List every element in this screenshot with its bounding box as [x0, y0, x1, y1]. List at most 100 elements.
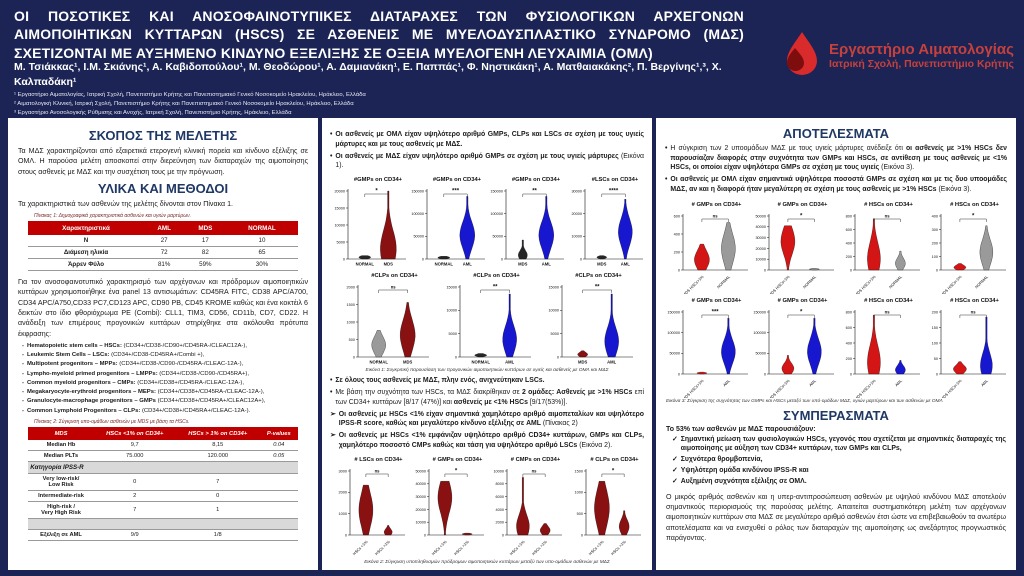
svg-text:ns: ns: [713, 214, 719, 219]
svg-text:40000: 40000: [415, 482, 426, 486]
table-cell: 65: [226, 246, 298, 260]
svg-text:400: 400: [846, 241, 852, 245]
svg-text:AML: AML: [463, 262, 473, 267]
svg-text:1000: 1000: [339, 512, 347, 516]
svg-text:0: 0: [345, 533, 347, 537]
svg-text:# HSCs on CD34+: # HSCs on CD34+: [950, 202, 999, 208]
table-cell: [259, 529, 298, 542]
section-title-methods: ΥΛΙΚΑ ΚΑΙ ΜΕΘΟΔΟΙ: [97, 180, 229, 196]
bullet-item: • Με βάση την συχνότητα των HSCs, τα ΜΔΣ …: [330, 388, 644, 407]
svg-text:30000: 30000: [755, 236, 766, 240]
svg-text:800: 800: [846, 310, 852, 314]
svg-text:0: 0: [422, 257, 424, 261]
bullet-item: ✓ Αυξημένη συχνότητα εξέλιξης σε ΟΜΛ.: [672, 477, 1006, 487]
section-title-purpose: ΣΚΟΠΟΣ ΤΗΣ ΜΕΛΕΤΗΣ: [88, 128, 238, 143]
svg-text:50000: 50000: [755, 352, 766, 356]
svg-text:400: 400: [932, 214, 938, 218]
svg-text:AML: AML: [542, 262, 552, 267]
table-cell: Median Hb: [28, 439, 94, 452]
svg-text:**: **: [493, 285, 498, 291]
figure3-row1: # GMPs on CD34+ 0 200 400 600 MDS HSCs>1% NORM…: [664, 198, 1008, 294]
svg-text:0: 0: [455, 355, 457, 359]
violin-shape: [516, 476, 530, 535]
svg-text:0: 0: [424, 533, 426, 537]
violin-shape: [979, 225, 993, 271]
bullet-marker: -: [22, 407, 24, 414]
figure1-row2: #CLPs on CD34+ 0 500 1000 1500 2000 NORMAL MDS n…: [329, 269, 645, 367]
violin-chart: # CLPs on CD34+ 0 500 1000 1500 HSCs <1% HSCs …: [574, 457, 641, 556]
svg-text:NORMAL: NORMAL: [888, 274, 904, 290]
svg-text:HSCs >1%: HSCs >1%: [453, 538, 470, 555]
svg-text:HSCs >1%: HSCs >1%: [609, 538, 626, 555]
svg-text:MDS HSCs<1%: MDS HSCs<1%: [767, 274, 791, 294]
svg-text:0: 0: [580, 533, 582, 537]
svg-text:*: *: [972, 214, 975, 220]
violin-shape: [474, 353, 487, 358]
svg-text:600: 600: [846, 326, 852, 330]
bullet-item: - Common Lymphoid Progenitors – CLPs: (CD…: [22, 408, 309, 416]
svg-text:MDS: MDS: [384, 262, 394, 267]
svg-text:10000: 10000: [415, 520, 426, 524]
violin-chart: #CLPs on CD34+ 0 5000 10000 15000 MDS AML **: [548, 273, 633, 365]
data-table: MDS HSCs <1% on CD34+ HSCs > 1% on CD34+ P-…: [27, 427, 299, 542]
svg-text:400: 400: [846, 341, 852, 345]
table-cell: 10: [226, 234, 298, 248]
table-cell: 0: [175, 490, 260, 503]
violin-shape: [895, 250, 906, 271]
svg-text:# GMPs on CD34+: # GMPs on CD34+: [778, 298, 828, 304]
violin-shape: [980, 316, 993, 375]
violin-shape: [781, 355, 795, 375]
svg-text:0: 0: [936, 268, 938, 272]
svg-text:500: 500: [349, 338, 355, 342]
violin-chart: # HSCs on CD34+ 0 50 100 150 200 MDS HSCs<1% AM…: [932, 298, 1006, 398]
affiliation-2: ² Αιματολογική Κλινική, Ιατρική Σχολή, Π…: [14, 101, 354, 108]
bullet-marker: •: [330, 377, 333, 385]
svg-text:150: 150: [932, 326, 938, 330]
table-header-cell: AML: [143, 221, 186, 236]
svg-text:50: 50: [934, 357, 938, 361]
violin-chart: #GMPs on CD34+ 0 5000 10000 15000 20000 NORMAL…: [334, 177, 406, 267]
logo-line1: Εργαστήριο Αιματολογίας: [829, 40, 1014, 58]
bullet-text: Common Lymphoid Progenitors – CLPs: (CD3…: [26, 407, 251, 414]
bullet-text: Οι ασθενείς με HSCs <1% εμφάνιζαν υψηλότ…: [338, 432, 644, 449]
svg-text:8000: 8000: [496, 482, 504, 486]
table-demographics: Χαρακτηριστικά AML MDS NORMAL N 27 17 10 Διάμεση…: [16, 221, 310, 272]
bullet-text: Megakaryocyte-erythroid progenitors – ME…: [26, 389, 265, 396]
svg-text:20000: 20000: [571, 212, 582, 216]
table-row: Εξέλιξη σε AML 9/9 1/8: [28, 529, 298, 542]
affiliation-1: ¹ Εργαστήριο Αιματολογίας, Ιατρική Σχολή…: [14, 92, 366, 98]
section-title-conclusions: ΣΥΜΠΕΡΑΣΜΑΤΑ: [783, 408, 889, 424]
table-cell: Very low-risk/ Low Risk: [28, 473, 94, 492]
violin-shape: [953, 263, 967, 271]
violin-shape: [618, 199, 633, 260]
svg-text:600: 600: [674, 214, 680, 218]
svg-text:#GMPs on CD34+: #GMPs on CD34+: [512, 177, 561, 183]
svg-text:0: 0: [343, 257, 345, 261]
svg-text:HSCs <1%: HSCs <1%: [509, 538, 526, 555]
svg-text:1000: 1000: [574, 490, 582, 494]
bullet-item: - Hematopoietic stem cells – HSCs: (CD34+…: [22, 343, 309, 351]
bullet-item: - Multipotent progenitors – MPPs: (CD34+/…: [22, 361, 309, 369]
violin-chart: #CLPs on CD34+ 0 5000 10000 15000 NORMAL AML **: [446, 273, 531, 365]
bullet-text: Υψηλότερη ομάδα κινδύνου IPSS-R και: [680, 467, 809, 475]
table-cell: 72: [143, 246, 185, 260]
svg-text:15000: 15000: [548, 285, 559, 289]
table-cell: 9/9: [93, 529, 176, 542]
table-cell: 59%: [184, 258, 227, 272]
bullet-item: - Granulocyte-macrophage progenitors – GM…: [22, 398, 309, 406]
hematology-lab-logo: Εργαστήριο Αιματολογίας Ιατρική Σχολή, Π…: [783, 30, 1014, 81]
svg-text:NORMAL: NORMAL: [716, 274, 732, 290]
bullet-text: Οι ασθενείς με ΜΔΣ είχαν υψηλότερο αριθμ…: [335, 152, 644, 170]
conclusions-intro: Το 53% των ασθενών με ΜΔΣ παρουσιάζουν:: [666, 426, 816, 434]
bullet-item: - Megakaryocyte-erythroid progenitors – M…: [22, 389, 309, 397]
bullet-item: ✓ Συχνότερα θρομβοπενία,: [672, 455, 1006, 465]
logo-text: Εργαστήριο Αιματολογίας Ιατρική Σχολή, Π…: [829, 41, 1014, 70]
violin-shape: [459, 196, 476, 260]
violin-chart: #GMPs on CD34+ 0 50000 100000 150000 NORMAL AM…: [411, 177, 485, 267]
violin-chart: #LSCs on CD34+ 0 10000 20000 30000 MDS AML ****: [571, 177, 643, 267]
table-cell: 1: [175, 501, 260, 520]
table-cell: 82: [184, 246, 227, 260]
svg-text:# HSCs on CD34+: # HSCs on CD34+: [950, 298, 999, 304]
svg-text:50000: 50000: [413, 235, 424, 239]
